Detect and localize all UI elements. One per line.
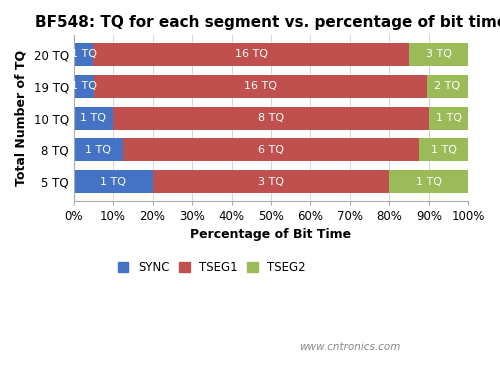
Bar [419, 138, 469, 161]
Text: 16 TQ: 16 TQ [244, 81, 277, 91]
Text: 3 TQ: 3 TQ [426, 49, 452, 59]
Text: 1 TQ: 1 TQ [100, 177, 126, 187]
Text: 1 TQ: 1 TQ [71, 81, 97, 91]
Bar [123, 138, 419, 161]
Bar [390, 170, 468, 193]
Text: www.cntronics.com: www.cntronics.com [300, 342, 400, 352]
Bar [427, 75, 469, 98]
Text: 6 TQ: 6 TQ [258, 145, 284, 155]
Title: BF548: TQ for each segment vs. percentage of bit time: BF548: TQ for each segment vs. percentag… [35, 15, 500, 30]
Text: 1 TQ: 1 TQ [80, 113, 106, 123]
Bar [74, 138, 123, 161]
Text: 2 TQ: 2 TQ [434, 81, 460, 91]
Bar [74, 170, 152, 193]
Bar [74, 43, 94, 66]
X-axis label: Percentage of Bit Time: Percentage of Bit Time [190, 228, 352, 241]
Bar [152, 170, 390, 193]
Bar [94, 75, 427, 98]
Bar [429, 107, 469, 130]
Y-axis label: Total Number of TQ: Total Number of TQ [15, 50, 28, 186]
Text: 1 TQ: 1 TQ [70, 49, 97, 59]
Text: 1 TQ: 1 TQ [416, 177, 442, 187]
Text: 1 TQ: 1 TQ [86, 145, 112, 155]
Text: 1 TQ: 1 TQ [436, 113, 462, 123]
Bar [409, 43, 469, 66]
Legend: SYNC, TSEG1, TSEG2: SYNC, TSEG1, TSEG2 [113, 256, 310, 279]
Bar [113, 107, 429, 130]
Bar [74, 75, 94, 98]
Text: 3 TQ: 3 TQ [258, 177, 284, 187]
Text: 1 TQ: 1 TQ [430, 145, 456, 155]
Text: 8 TQ: 8 TQ [258, 113, 284, 123]
Bar [94, 43, 409, 66]
Text: 16 TQ: 16 TQ [235, 49, 268, 59]
Bar [74, 107, 113, 130]
